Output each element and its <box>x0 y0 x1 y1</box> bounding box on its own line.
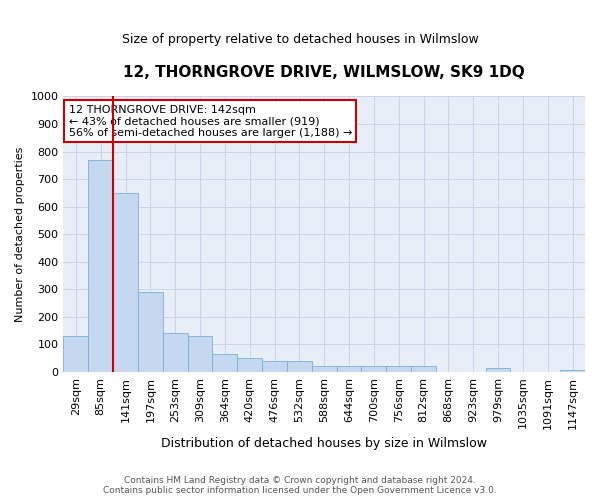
Bar <box>287 361 312 372</box>
Bar <box>485 368 511 372</box>
Bar <box>64 336 88 372</box>
Bar <box>361 366 386 372</box>
Text: Size of property relative to detached houses in Wilmslow: Size of property relative to detached ho… <box>122 32 478 46</box>
Bar <box>312 366 337 372</box>
Bar <box>188 336 212 372</box>
X-axis label: Distribution of detached houses by size in Wilmslow: Distribution of detached houses by size … <box>161 437 487 450</box>
Bar <box>88 160 113 372</box>
Bar <box>237 358 262 372</box>
Bar <box>163 334 188 372</box>
Bar <box>212 354 237 372</box>
Bar <box>411 366 436 372</box>
Bar <box>113 193 138 372</box>
Bar <box>262 361 287 372</box>
Text: 12 THORNGROVE DRIVE: 142sqm
← 43% of detached houses are smaller (919)
56% of se: 12 THORNGROVE DRIVE: 142sqm ← 43% of det… <box>68 104 352 138</box>
Bar <box>138 292 163 372</box>
Y-axis label: Number of detached properties: Number of detached properties <box>15 146 25 322</box>
Title: 12, THORNGROVE DRIVE, WILMSLOW, SK9 1DQ: 12, THORNGROVE DRIVE, WILMSLOW, SK9 1DQ <box>124 65 525 80</box>
Bar <box>386 366 411 372</box>
Bar <box>560 370 585 372</box>
Text: Contains HM Land Registry data © Crown copyright and database right 2024.
Contai: Contains HM Land Registry data © Crown c… <box>103 476 497 495</box>
Bar <box>337 366 361 372</box>
